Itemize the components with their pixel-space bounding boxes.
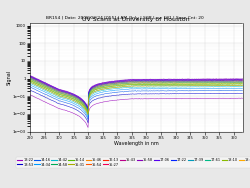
Text: BR154 | Date: 2008/02/24 [055] | AM-Only | SCR Lev: 101 | Scan Cnt: 20: BR154 | Date: 2008/02/24 [055] | AM-Only… [46, 16, 204, 20]
Legend: 13:22, 13:53, 14:16, 14:34, 14:42, 14:58, 15:14, 15:31, 15:46, 15:54, 16:13, 15:: 13:22, 13:53, 14:16, 14:34, 14:42, 14:58… [16, 157, 250, 168]
Y-axis label: Signal: Signal [6, 70, 11, 85]
Title: UV Scans at University of Houston: UV Scans at University of Houston [82, 17, 190, 22]
X-axis label: Wavelength in nm: Wavelength in nm [114, 141, 159, 146]
